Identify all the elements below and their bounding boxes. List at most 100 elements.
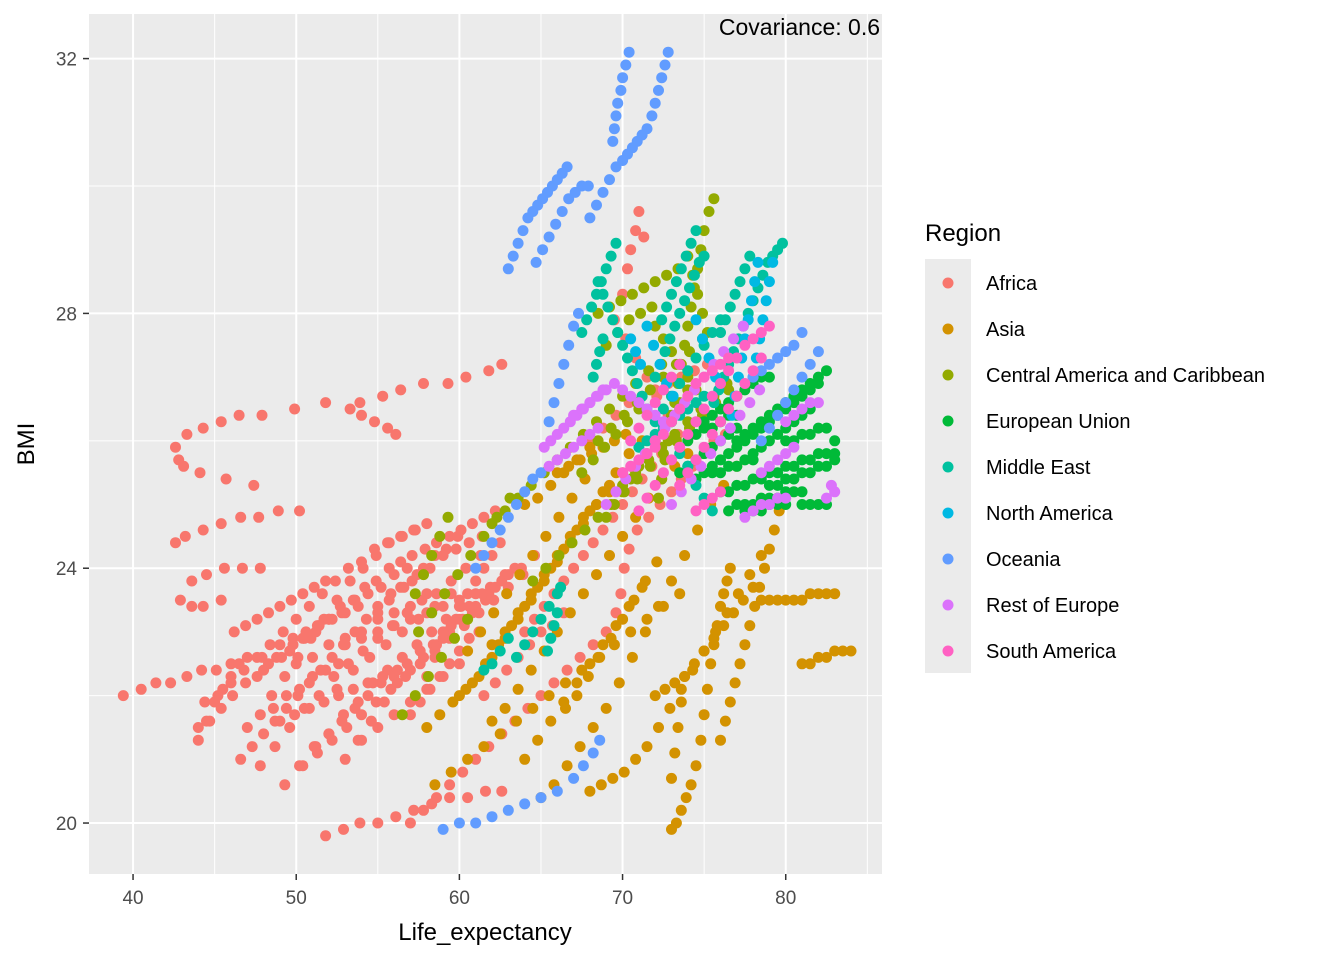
data-point [646, 110, 658, 122]
data-point [362, 677, 374, 689]
data-point [297, 588, 309, 600]
data-point [323, 728, 335, 740]
data-point [755, 352, 767, 364]
data-point [573, 307, 584, 319]
data-point [723, 460, 735, 472]
data-point [390, 811, 402, 823]
data-point [688, 658, 700, 670]
data-point [356, 626, 367, 638]
data-point [494, 728, 506, 740]
data-point [718, 620, 730, 632]
data-point [480, 785, 491, 797]
data-point [617, 72, 629, 84]
data-point [117, 690, 129, 702]
data-point [470, 575, 482, 587]
data-point [731, 390, 743, 402]
data-point [610, 428, 622, 440]
data-point [307, 651, 318, 663]
data-point [755, 467, 767, 479]
data-point [626, 651, 638, 663]
data-point [837, 645, 849, 657]
data-point [512, 613, 524, 625]
data-point [584, 441, 596, 453]
data-point [706, 409, 718, 421]
data-point [591, 569, 602, 581]
data-point [486, 811, 498, 823]
data-point [597, 639, 609, 651]
data-point [600, 384, 612, 396]
data-point [739, 339, 751, 351]
data-point [597, 524, 609, 536]
data-point [780, 473, 792, 485]
data-point [622, 263, 633, 275]
legend-label-south-america: South America [986, 641, 1117, 663]
data-point [754, 384, 766, 396]
data-point [170, 537, 181, 549]
data-point [638, 231, 650, 243]
data-point [489, 581, 501, 593]
data-point [739, 479, 751, 491]
data-point [625, 460, 637, 472]
data-point [662, 46, 674, 58]
data-point [486, 550, 498, 561]
data-point [604, 403, 615, 415]
data-point [462, 588, 474, 600]
data-point [715, 734, 726, 746]
data-point [591, 358, 602, 370]
data-point [263, 607, 274, 619]
data-point [352, 600, 364, 612]
data-point [287, 632, 299, 644]
data-point [610, 486, 622, 498]
data-point [354, 397, 366, 409]
data-point [612, 327, 624, 338]
data-point [729, 677, 741, 689]
data-point [571, 677, 583, 689]
data-point [577, 550, 589, 561]
legend-key-north-america [942, 507, 954, 519]
data-point [434, 709, 446, 721]
data-point [486, 537, 498, 549]
data-point [804, 358, 816, 370]
data-point [706, 365, 718, 377]
data-point [470, 753, 482, 765]
data-point [698, 371, 710, 383]
data-point [320, 575, 332, 587]
data-point [452, 569, 464, 581]
data-point [478, 550, 490, 561]
data-point [796, 486, 808, 498]
data-point [669, 428, 681, 440]
data-point [763, 543, 775, 555]
data-point [442, 378, 454, 389]
data-point [545, 479, 557, 491]
data-point [429, 779, 441, 791]
data-point [679, 295, 691, 307]
data-point [267, 702, 279, 714]
data-point [246, 741, 258, 753]
data-point [635, 307, 646, 319]
data-point [592, 511, 604, 523]
data-point [690, 428, 702, 440]
data-point [612, 97, 624, 109]
data-point [519, 798, 531, 810]
data-point [561, 760, 573, 772]
data-point [610, 110, 622, 122]
data-point [558, 358, 570, 370]
data-point [639, 575, 651, 587]
data-point [755, 327, 767, 338]
data-point [527, 550, 539, 561]
data-point [715, 454, 726, 466]
data-point [649, 479, 661, 491]
data-point [692, 524, 704, 536]
data-point [706, 492, 718, 504]
data-point [607, 135, 619, 147]
data-point [568, 320, 580, 332]
data-point [174, 594, 186, 606]
data-point [320, 664, 332, 676]
data-point [466, 518, 478, 530]
data-point [698, 422, 710, 434]
data-point [664, 333, 676, 345]
data-point [631, 524, 643, 536]
data-point [426, 550, 438, 561]
data-point [698, 499, 710, 510]
data-point [767, 256, 779, 268]
